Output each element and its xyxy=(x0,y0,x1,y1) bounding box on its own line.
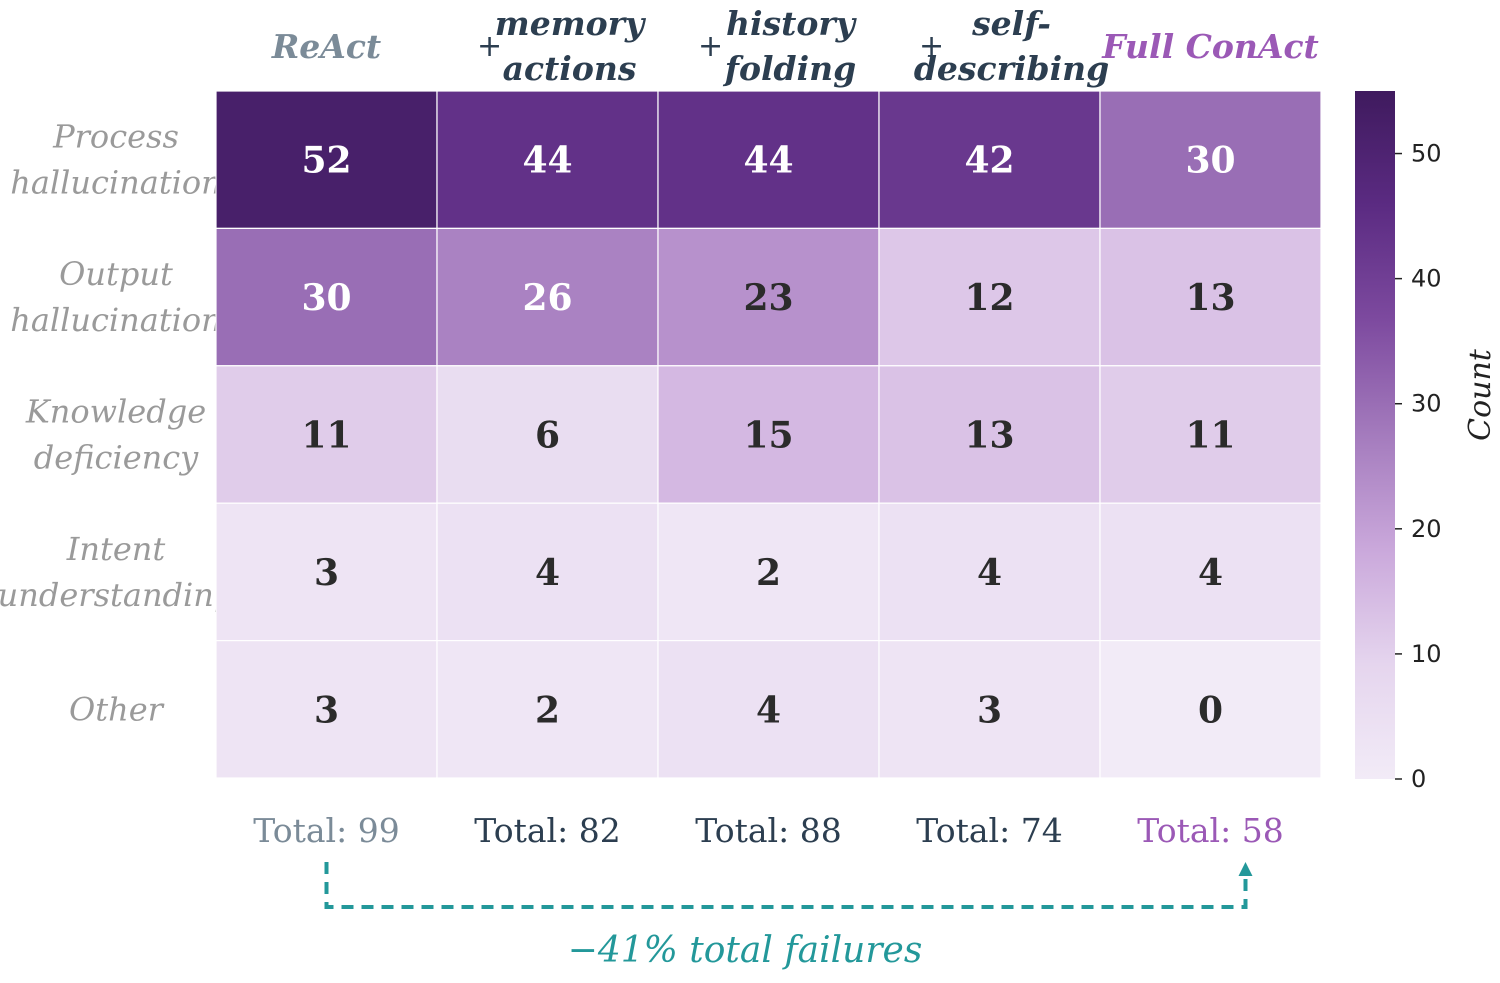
cell-value-label: 4 xyxy=(977,552,1002,594)
reduction-annotation: −41% total failures xyxy=(568,930,923,971)
column-header-line: describing xyxy=(914,49,1109,88)
column-header: Full ConAct xyxy=(1101,27,1319,66)
cell-value-label: 2 xyxy=(535,689,560,731)
cell-value-label: 42 xyxy=(964,140,1014,182)
heatmap-cell xyxy=(878,90,1101,229)
cell-value-label: 4 xyxy=(1198,552,1223,594)
column-header-line: memory xyxy=(495,4,647,43)
heatmap-cell xyxy=(878,365,1101,504)
heatmap-cell xyxy=(436,502,659,642)
colorbar-tick-label: 0 xyxy=(1411,765,1426,793)
row-label-line: Knowledge xyxy=(25,393,206,431)
heatmap-cell xyxy=(436,90,659,229)
heatmap-cell xyxy=(215,639,438,779)
heatmap-cell xyxy=(215,90,438,229)
heatmap-cell xyxy=(215,502,438,642)
colorbar-tick-label: 40 xyxy=(1411,265,1442,293)
row-label-line: Other xyxy=(69,690,165,728)
cell-value-label: 30 xyxy=(301,277,351,319)
cell-value-label: 44 xyxy=(522,140,572,182)
row-label-line: Output xyxy=(59,255,173,293)
column-header: ReAct xyxy=(271,27,381,66)
column-header-plus: + xyxy=(919,29,944,64)
cell-value-label: 13 xyxy=(964,415,1014,457)
colorbar-tick-label: 20 xyxy=(1411,515,1442,543)
column-header-line: history xyxy=(726,4,858,43)
cell-value-label: 3 xyxy=(314,689,339,731)
cell-value-label: 2 xyxy=(756,552,781,594)
colorbar-gradient xyxy=(1355,91,1395,779)
column-header-line: self- xyxy=(971,4,1051,43)
cell-value-label: 11 xyxy=(1185,415,1235,457)
cell-value-label: 23 xyxy=(743,277,793,319)
total-label: Total: 99 xyxy=(253,811,399,850)
cell-value-label: 4 xyxy=(756,689,781,731)
reduction-bracket: −41% total failures xyxy=(324,862,1253,971)
column-header-plus: + xyxy=(698,29,723,64)
column-headers: ReActmemoryactions+historyfolding+self-d… xyxy=(271,4,1319,88)
heatmap-cell xyxy=(657,90,880,229)
bracket-arrowhead xyxy=(1238,862,1253,876)
heatmap-cell xyxy=(436,639,659,779)
cell-value-label: 15 xyxy=(743,415,793,457)
heatmap-cell xyxy=(1099,639,1322,779)
total-label: Total: 58 xyxy=(1137,811,1283,850)
cell-value-label: 12 xyxy=(964,277,1014,319)
heatmap-cell xyxy=(1099,502,1322,642)
cell-value-label: 0 xyxy=(1198,689,1223,731)
total-label: Total: 88 xyxy=(695,811,841,850)
heatmap-cell xyxy=(878,639,1101,779)
heatmap-cell xyxy=(436,227,659,367)
colorbar: 0 10 20 30 40 50 Count xyxy=(1355,91,1498,793)
cell-value-label: 44 xyxy=(743,140,793,182)
colorbar-tick-label: 10 xyxy=(1411,640,1442,668)
row-label-line: Intent xyxy=(66,530,166,568)
cell-value-label: 26 xyxy=(522,277,572,319)
heatmap-cell xyxy=(657,227,880,367)
heatmap-cell xyxy=(436,365,659,504)
cell-value-label: 4 xyxy=(535,552,560,594)
row-label-line: Process xyxy=(52,118,179,156)
heatmap-cell xyxy=(878,227,1101,367)
row-label-line: hallucination xyxy=(10,164,222,202)
cell-value-label: 13 xyxy=(1185,277,1235,319)
row-labels: Process hallucination Output hallucination K… xyxy=(0,118,234,729)
heatmap-cell xyxy=(878,502,1101,642)
cell-value-label: 52 xyxy=(301,140,351,182)
heatmap-cell xyxy=(1099,227,1322,367)
cell-value-label: 30 xyxy=(1185,140,1235,182)
column-header-line: actions xyxy=(503,49,637,88)
total-label: Total: 82 xyxy=(474,811,620,850)
colorbar-tick-label: 30 xyxy=(1411,390,1442,418)
row-label-line: hallucination xyxy=(10,301,222,339)
row-label-line: deficiency xyxy=(34,439,199,477)
cell-value-label: 11 xyxy=(301,415,351,457)
row-label-line: understanding xyxy=(0,576,234,614)
heatmap-cell xyxy=(1099,365,1322,504)
colorbar-tick-label: 50 xyxy=(1411,140,1442,168)
heatmap-cell xyxy=(657,365,880,504)
cell-value-label: 3 xyxy=(314,552,339,594)
column-header-plus: + xyxy=(477,29,502,64)
total-labels: Total: 99 Total: 82 Total: 88 Total: 74 Tota… xyxy=(253,811,1283,850)
column-header-line: folding xyxy=(723,49,856,88)
heatmap-cell xyxy=(657,639,880,779)
total-label: Total: 74 xyxy=(916,811,1062,850)
colorbar-title: Count xyxy=(1463,348,1498,441)
cell-value-label: 6 xyxy=(535,415,560,457)
bracket-line xyxy=(324,862,1248,909)
cell-value-label: 3 xyxy=(977,689,1002,731)
heatmap-cell xyxy=(657,502,880,642)
